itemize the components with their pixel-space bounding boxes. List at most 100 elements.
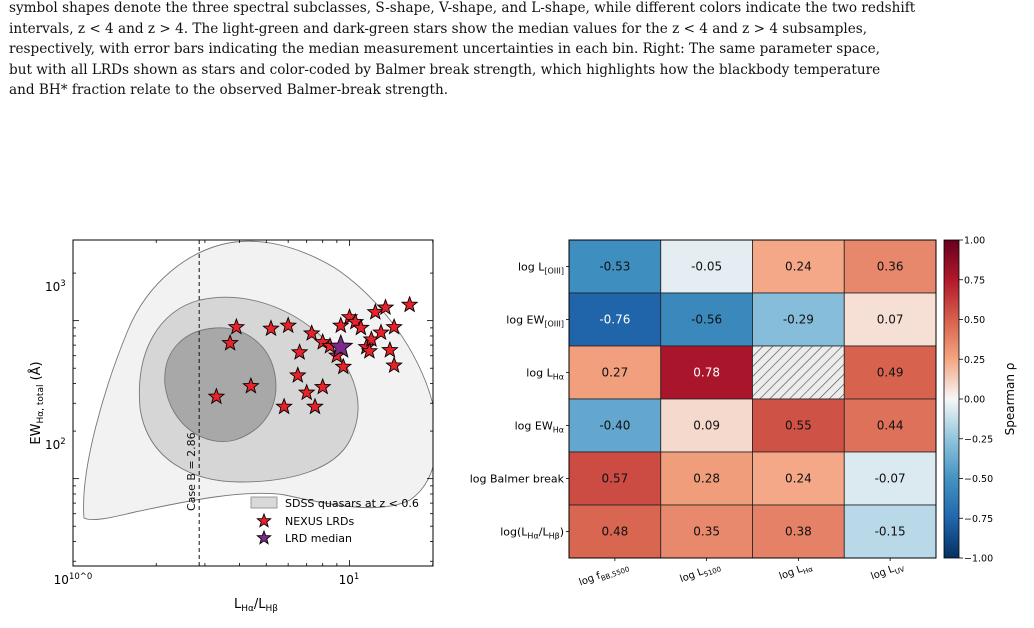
- lrd-star: [221, 333, 239, 351]
- heatmap-col-label: log fBB,5500: [578, 560, 631, 590]
- y-tick-label: 103: [45, 279, 66, 294]
- heatmap-cell: [568, 398, 662, 453]
- heatmap-row-label: log EWHα: [515, 420, 564, 435]
- lrd-star: [366, 303, 385, 320]
- heatmap-value: 0.78: [693, 366, 720, 380]
- heatmap-value: -0.56: [691, 313, 722, 327]
- left-legend: SDSS quasars at z < 0.6 NEXUS LRDs LRD m…: [250, 496, 419, 545]
- colorbar-tick-label: −0.50: [964, 474, 993, 485]
- lrd-star: [302, 324, 321, 341]
- lrd-star: [290, 343, 309, 360]
- heatmap-cell: [843, 398, 937, 453]
- colorbar-tick-label: 0.75: [964, 275, 985, 286]
- heatmap-value: 0.09: [693, 419, 720, 433]
- colorbar-label: Spearman ρ: [1003, 363, 1017, 436]
- heatmap-cell: [843, 292, 937, 347]
- sdss-quasar-density-contours: [83, 240, 433, 521]
- heatmap-row-label: log EW[OIII]: [506, 314, 564, 329]
- legend-star-nexus: [256, 512, 272, 528]
- heatmap-value: 0.28: [693, 472, 720, 486]
- lrd-star: [279, 316, 298, 334]
- lrd-star: [352, 318, 370, 336]
- caption-line: and BH* fraction relate to the observed …: [9, 82, 449, 98]
- heatmap-row-label: log(LHα/LHβ): [500, 526, 564, 541]
- lrd-star: [381, 340, 399, 358]
- lrd-star: [385, 317, 403, 335]
- heatmap-cell: [568, 451, 662, 506]
- heatmap-value: 0.27: [602, 366, 629, 380]
- legend-label-median: LRD median: [285, 532, 352, 545]
- heatmap-row-labels: log L[OIII] log EW[OIII] log LHα log EWHα lo…: [470, 261, 569, 541]
- caption-line: intervals, z < 4 and z > 4. The light-gr…: [9, 20, 868, 37]
- lrd-median-star: [328, 333, 354, 358]
- heatmap-value: 0.24: [785, 472, 812, 486]
- heatmap-value: 0.24: [785, 260, 812, 274]
- left-axis-ticks: [72, 240, 434, 566]
- heatmap-value: 0.07: [877, 313, 904, 327]
- heatmap-value: 0.49: [877, 366, 904, 380]
- heatmap-cell: [843, 239, 937, 294]
- colorbar-tick-label: −1.00: [964, 554, 993, 565]
- left-scatter-panel: Case B = 2.86 1010^0 101 102 103 LHα/LHβ…: [28, 239, 434, 614]
- lrd-star: [313, 332, 332, 350]
- heatmap-value: 0.35: [693, 525, 720, 539]
- heatmap-col-label: log LUV: [869, 560, 906, 584]
- heatmap-frame: [568, 239, 937, 559]
- heatmap-cell: [660, 504, 753, 559]
- lrd-star: [372, 323, 390, 341]
- heatmap-row-label: log Balmer break: [470, 473, 565, 486]
- heatmap-cell: [843, 345, 937, 400]
- heatmap-value: -0.07: [875, 472, 906, 486]
- figure-caption: symbol shapes denote the three spectral …: [9, 0, 1027, 101]
- lrd-star: [207, 387, 226, 405]
- colorbar-tick-label: −0.75: [964, 514, 993, 525]
- lrd-star-markers: [207, 295, 419, 415]
- heatmap-value: 0.57: [602, 472, 629, 486]
- heatmap-value: -0.76: [599, 313, 630, 327]
- lrd-star: [313, 377, 332, 395]
- lrd-star: [227, 317, 246, 335]
- x-tick-label: 1010^0: [54, 572, 93, 587]
- heatmap-cell: [752, 398, 845, 453]
- colorbar-tick-label: 0.25: [964, 355, 985, 366]
- heatmap-cells: -0.53 -0.05 0.24 0.36 -0.76 -0.56 -0.29 0.07 0.2…: [568, 239, 937, 559]
- heatmap-value: -0.15: [875, 525, 906, 539]
- legend-star-median: [256, 529, 272, 545]
- colorbar-gradient: [943, 239, 960, 559]
- heatmap-row-label: log L[OIII]: [518, 261, 564, 276]
- correlation-heatmap-panel: -0.53 -0.05 0.24 0.36 -0.76 -0.56 -0.29 0.07 0.2…: [470, 239, 937, 590]
- heatmap-value: 0.38: [785, 525, 812, 539]
- heatmap-value: -0.53: [599, 260, 630, 274]
- contour-inner: [164, 327, 277, 442]
- lrd-star: [360, 342, 379, 359]
- y-tick-label: 102: [45, 437, 66, 452]
- heatmap-value: -0.40: [599, 419, 630, 433]
- heatmap-value: 0.48: [602, 525, 629, 539]
- caption-line: but with all LRDs shown as stars and col…: [9, 61, 881, 78]
- lrd-star: [385, 356, 403, 374]
- heatmap-cell: [843, 451, 937, 506]
- heatmap-value: 0.36: [877, 260, 904, 274]
- x-tick-label: 101: [339, 572, 360, 587]
- heatmap-value: 0.55: [785, 419, 812, 433]
- y-axis-label: EWHα, total (Å): [28, 361, 46, 444]
- heatmap-col-labels: log fBB,5500 log L5100 log LHα log LUV: [578, 558, 906, 590]
- colorbar-tick-label: 0.50: [964, 315, 985, 326]
- heatmap-cell: [660, 345, 753, 400]
- heatmap-value: 0.44: [877, 419, 904, 433]
- heatmap-value: -0.29: [783, 313, 814, 327]
- colorbar-ticks: 1.00 0.75 0.50 0.25 0.00 −0.25 −0.50 −0.75 −1.00: [959, 236, 993, 565]
- legend-swatch-sdss: [250, 496, 278, 509]
- case-b-label: Case B = 2.86: [185, 432, 198, 511]
- heatmap-cell: [752, 345, 845, 400]
- heatmap-cell: [660, 451, 753, 506]
- lrd-star: [262, 319, 280, 337]
- heatmap-cell: [843, 504, 937, 559]
- heatmap-cell: [568, 292, 662, 347]
- lrd-star: [376, 298, 395, 316]
- lrd-star: [242, 376, 260, 394]
- legend-label-nexus: NEXUS LRDs: [285, 515, 354, 528]
- heatmap-col-label: log LHα: [778, 560, 815, 584]
- lrd-star: [400, 295, 419, 313]
